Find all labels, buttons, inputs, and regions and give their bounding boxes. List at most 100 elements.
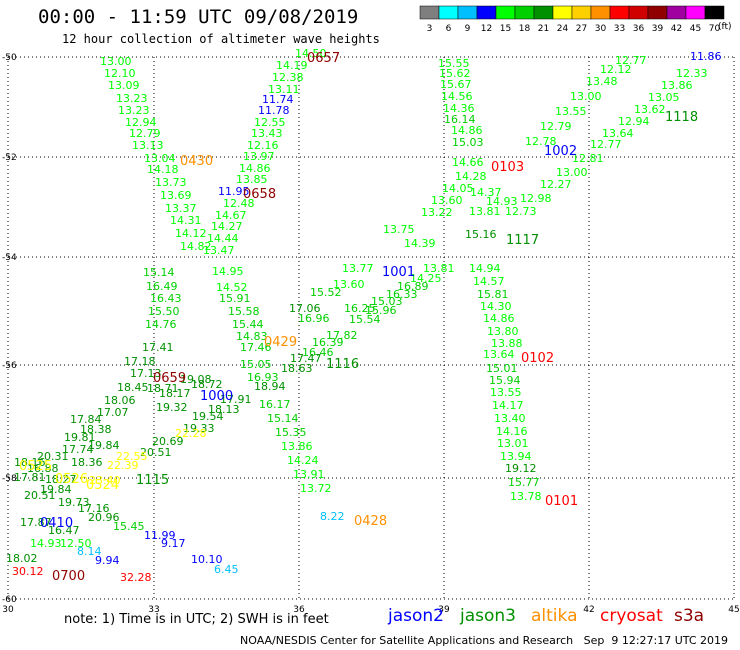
- lon-tick-label: 36: [293, 605, 305, 615]
- wave-height-value: 13.13: [132, 139, 164, 152]
- wave-height-value: 14.28: [455, 170, 487, 183]
- wave-height-value: 20.31: [37, 450, 69, 463]
- wave-height-value: 13.55: [555, 105, 587, 118]
- wave-height-value: 15.45: [113, 520, 145, 533]
- wave-height-value: 18.06: [104, 394, 136, 407]
- wave-height-value: 14.86: [483, 312, 515, 325]
- wave-height-value: 13.04: [144, 152, 176, 165]
- wave-height-value: 20.51: [24, 489, 56, 502]
- color-scale-label: 36: [633, 24, 645, 34]
- wave-height-value: 16.14: [444, 113, 476, 126]
- wave-height-value: 13.69: [160, 189, 192, 202]
- wave-height-value: 13.47: [203, 244, 235, 257]
- color-scale-label: 27: [576, 24, 587, 34]
- lat-tick-label: -52: [2, 153, 17, 163]
- wave-height-value: 12.81: [572, 152, 604, 165]
- wave-height-value: 13.09: [108, 79, 140, 92]
- wave-height-value: 14.30: [480, 300, 512, 313]
- wave-height-value: 8.22: [320, 510, 345, 523]
- wave-height-value: 15.16: [465, 228, 497, 241]
- pass-time-label: 1000: [200, 389, 233, 404]
- wave-height-value: 14.66: [452, 156, 484, 169]
- wave-height-value: 15.81: [477, 288, 509, 301]
- wave-height-value: 14.56: [441, 90, 473, 103]
- color-scale-label: 70: [709, 24, 721, 34]
- wave-height-value: 30.12: [12, 565, 44, 578]
- wave-height-value: 11.74: [262, 93, 294, 106]
- wave-height-value: 16.17: [259, 398, 291, 411]
- wave-height-value: 18.63: [281, 362, 313, 375]
- wave-height-value: 17.18: [124, 355, 156, 368]
- wave-height-value: 16.93: [247, 371, 279, 384]
- wave-height-value: 19.32: [156, 401, 188, 414]
- wave-height-value: 13.00: [556, 166, 588, 179]
- wave-height-value: 9.94: [95, 554, 120, 567]
- wave-height-value: 16.47: [48, 524, 80, 537]
- wave-height-value: 13.91: [293, 468, 325, 481]
- pass-time-label: 0429: [264, 335, 297, 350]
- color-scale-label: 45: [690, 24, 701, 34]
- wave-height-value: 13.97: [243, 150, 275, 163]
- color-scale-label: 15: [500, 24, 511, 34]
- pass-time-label: 0428: [354, 514, 387, 529]
- wave-height-value: 19.08: [180, 373, 212, 386]
- wave-height-value: 20.96: [88, 511, 120, 524]
- pass-time-label: 1117: [506, 233, 539, 248]
- wave-height-value: 13.64: [483, 348, 515, 361]
- lat-tick-label: -60: [2, 595, 17, 605]
- figure-title: 00:00 - 11:59 UTC 09/08/2019: [38, 6, 359, 28]
- color-scale-label: 18: [519, 24, 531, 34]
- wave-height-value: 15.14: [267, 412, 299, 425]
- wave-height-value: 17.47: [290, 352, 322, 365]
- wave-height-value: 11.78: [258, 104, 290, 117]
- wave-height-value: 18.36: [71, 456, 103, 469]
- color-scale-label: 6: [446, 24, 452, 34]
- pass-time-label: 0102: [521, 351, 554, 366]
- wave-height-value: 17.84: [70, 413, 102, 426]
- wave-height-value: 14.86: [451, 124, 483, 137]
- color-scale-label: 24: [557, 24, 569, 34]
- wave-height-value: 19.84: [88, 439, 120, 452]
- wave-height-value: 15.55: [438, 57, 470, 70]
- wave-height-value: 13.48: [586, 75, 618, 88]
- color-scale-label: 12: [481, 24, 492, 34]
- wave-height-value: 17.81: [14, 471, 46, 484]
- wave-height-value: 14.18: [147, 163, 179, 176]
- wave-height-value: 12.16: [247, 139, 279, 152]
- wave-height-value: 17.16: [78, 502, 110, 515]
- wave-height-value: 13.77: [342, 262, 374, 275]
- wave-height-value: 12.33: [676, 67, 708, 80]
- color-scale-label: 3: [427, 24, 433, 34]
- wave-height-value: 18.16: [14, 456, 46, 469]
- wave-height-value: 12.77: [590, 138, 622, 151]
- wave-height-value: 15.62: [439, 67, 471, 80]
- wave-height-value: 13.88: [491, 337, 523, 350]
- wave-height-value: 32.28: [120, 571, 152, 584]
- wave-height-value: 14.16: [496, 425, 528, 438]
- wave-height-value: 14.50: [295, 47, 327, 60]
- wave-height-value: 13.75: [383, 223, 415, 236]
- wave-height-value: 12.38: [272, 71, 304, 84]
- wave-height-value: 14.76: [145, 318, 177, 331]
- wave-height-value: 12.94: [125, 116, 157, 129]
- lat-tick-label: -54: [2, 253, 17, 263]
- wave-height-value: 15.94: [489, 374, 521, 387]
- wave-height-value: 12.94: [618, 115, 650, 128]
- wave-height-value: 13.73: [155, 176, 187, 189]
- wave-height-value: 14.52: [216, 281, 248, 294]
- wave-height-value: 16.49: [146, 280, 178, 293]
- wave-height-value: 13.60: [333, 278, 365, 291]
- footer-credit: NOAA/NESDIS Center for Satellite Applica…: [240, 634, 729, 647]
- wave-height-value: 16.96: [298, 312, 330, 325]
- wave-height-value: 15.67: [440, 78, 472, 91]
- wave-height-value: 18.94: [254, 380, 286, 393]
- wave-height-value: 14.39: [404, 237, 436, 250]
- wave-height-value: 17.91: [220, 393, 252, 406]
- wave-height-value: 18.38: [80, 423, 112, 436]
- wave-height-value: 12.79: [129, 127, 161, 140]
- wave-height-value: 14.67: [215, 209, 247, 222]
- wave-height-value: 15.52: [310, 286, 342, 299]
- wave-height-value: 13.94: [500, 450, 532, 463]
- wave-height-value: 17.07: [97, 406, 129, 419]
